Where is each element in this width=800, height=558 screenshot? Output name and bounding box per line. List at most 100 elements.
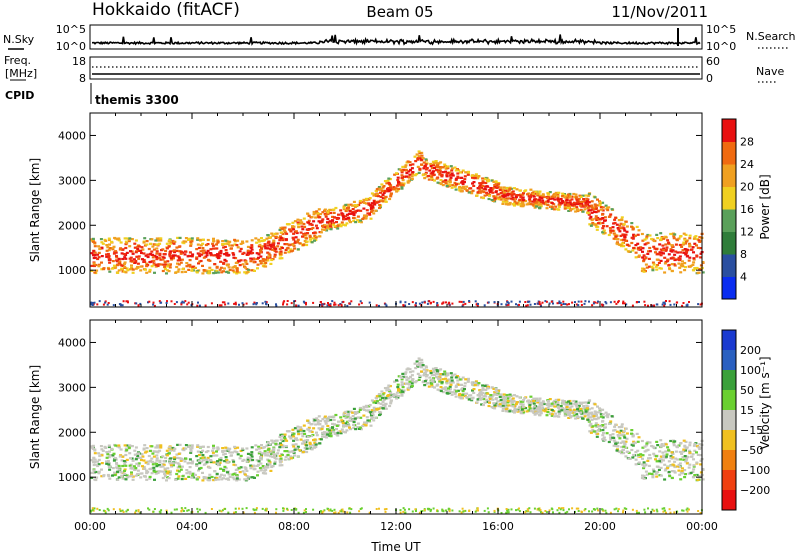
velocity-echo-cell <box>115 462 118 464</box>
power-echo-cell <box>201 272 204 274</box>
velocity-echo-cell <box>663 478 666 480</box>
power-echo-cell <box>499 196 502 198</box>
power-echo-cell <box>326 221 329 223</box>
power-echo-cell <box>518 304 520 306</box>
power-echo-cell <box>690 265 693 267</box>
power-echo-cell <box>414 304 416 306</box>
power-echo-cell <box>641 251 644 253</box>
power-echo-cell <box>616 242 619 244</box>
velocity-echo-cell <box>314 423 317 425</box>
power-echo-cell <box>411 171 414 173</box>
power-echo-cell <box>230 247 233 249</box>
velocity-echo-cell <box>502 405 505 407</box>
velocity-echo-cell <box>199 446 202 448</box>
power-echo-cell <box>535 191 538 193</box>
velocity-echo-cell <box>178 465 181 467</box>
power-echo-cell <box>505 304 507 306</box>
power-echo-cell <box>433 301 435 303</box>
velocity-echo-cell <box>600 416 603 418</box>
velocity-echo-cell <box>143 468 146 470</box>
power-echo-cell <box>279 248 282 250</box>
velocity-echo-cell <box>126 459 129 461</box>
power-echo-cell <box>347 207 350 209</box>
power-echo-cell <box>166 260 169 262</box>
power-echo-cell <box>114 238 117 240</box>
velocity-echo-cell <box>455 396 458 398</box>
colorbar-tick-label: 8 <box>740 248 747 261</box>
power-echo-cell <box>305 244 308 246</box>
velocity-echo-cell <box>688 464 691 466</box>
velocity-echo-cell <box>381 397 384 399</box>
power-echo-cell <box>329 209 332 211</box>
velocity-echo-cell <box>359 407 362 409</box>
velocity-echo-cell <box>513 411 516 413</box>
power-echo-cell <box>618 230 621 232</box>
power-echo-cell <box>264 243 267 245</box>
power-echo-cell <box>199 305 201 307</box>
power-echo-cell <box>164 250 167 252</box>
velocity-echo-cell <box>369 404 372 406</box>
power-echo-cell <box>259 260 262 262</box>
power-echo-cell <box>357 216 360 218</box>
power-echo-cell <box>591 218 594 220</box>
velocity-echo-cell <box>279 460 282 462</box>
velocity-echo-cell <box>363 409 366 411</box>
power-echo-cell <box>450 177 453 179</box>
power-echo-cell <box>103 304 105 306</box>
velocity-echo-cell <box>321 428 324 430</box>
power-echo-cell <box>221 304 223 306</box>
power-echo-cell <box>173 241 176 243</box>
power-echo-cell <box>625 221 628 223</box>
velocity-echo-cell <box>342 422 345 424</box>
velocity-echo-cell <box>134 512 136 514</box>
velocity-echo-cell <box>121 465 124 467</box>
velocity-echo-cell <box>280 464 283 466</box>
velocity-echo-cell <box>203 476 206 478</box>
power-echo-cell <box>671 270 674 272</box>
velocity-echo-cell <box>551 413 554 415</box>
power-echo-cell <box>688 257 691 259</box>
power-echo-cell <box>277 242 280 244</box>
velocity-echo-cell <box>626 432 629 434</box>
velocity-echo-cell <box>542 409 545 411</box>
velocity-echo-cell <box>496 400 499 402</box>
velocity-echo-cell <box>614 508 616 510</box>
power-echo-cell <box>156 244 159 246</box>
velocity-echo-cell <box>162 471 165 473</box>
power-echo-cell <box>176 301 178 303</box>
y-tick-label: 1000 <box>58 264 86 277</box>
power-echo-cell <box>276 233 279 235</box>
velocity-echo-cell <box>518 406 521 408</box>
power-echo-cell <box>336 227 339 229</box>
power-echo-cell <box>384 180 387 182</box>
velocity-echo-cell <box>152 467 155 469</box>
power-echo-cell <box>397 188 400 190</box>
power-echo-cell <box>120 268 123 270</box>
power-echo-cell <box>528 195 531 197</box>
velocity-echo-cell <box>460 384 463 386</box>
power-echo-cell <box>489 187 492 189</box>
velocity-echo-cell <box>533 405 536 407</box>
velocity-echo-cell <box>145 479 148 481</box>
velocity-echo-cell <box>100 445 103 447</box>
velocity-echo-cell <box>199 509 201 511</box>
colorbar-tick-label: 28 <box>740 136 754 149</box>
velocity-echo-cell <box>566 406 569 408</box>
power-echo-cell <box>456 172 459 174</box>
velocity-echo-cell <box>634 451 637 453</box>
velocity-echo-cell <box>679 458 682 460</box>
power-echo-cell <box>476 194 479 196</box>
velocity-echo-cell <box>135 475 138 477</box>
power-echo-cell <box>586 212 589 214</box>
velocity-echo-cell <box>163 473 166 475</box>
velocity-echo-cell <box>558 413 561 415</box>
power-echo-cell <box>299 219 302 221</box>
velocity-echo-cell <box>396 386 399 388</box>
velocity-echo-cell <box>620 442 623 444</box>
power-echo-cell <box>253 261 256 263</box>
velocity-echo-cell <box>634 442 637 444</box>
velocity-echo-cell <box>363 422 366 424</box>
power-echo-cell <box>462 304 464 306</box>
velocity-echo-cell <box>437 389 440 391</box>
power-echo-cell <box>168 270 171 272</box>
